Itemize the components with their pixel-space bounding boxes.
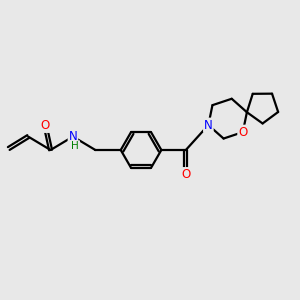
Text: N: N <box>204 118 213 132</box>
Text: O: O <box>238 126 248 139</box>
Text: O: O <box>40 119 50 132</box>
Text: O: O <box>181 168 190 181</box>
Text: H: H <box>71 141 79 151</box>
Text: N: N <box>69 130 77 143</box>
